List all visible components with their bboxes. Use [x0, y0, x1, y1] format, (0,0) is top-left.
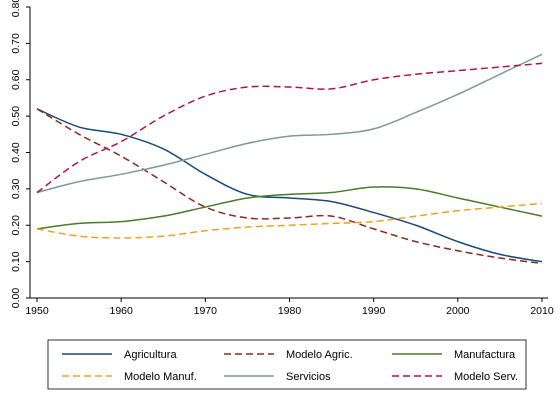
series-line-manufactura: [36, 186, 543, 230]
legend-label: Modelo Serv.: [454, 371, 518, 383]
y-tick-label: 0.40: [10, 142, 22, 163]
x-tick-label: 1980: [278, 305, 302, 317]
legend-label: Agricultura: [124, 349, 177, 361]
series-line-modelo-agric: [36, 108, 543, 265]
x-tick-label: 2010: [530, 305, 554, 317]
y-tick-label: 0.30: [10, 179, 22, 200]
legend-label: Servicios: [286, 371, 331, 383]
x-tick-label: 1960: [109, 305, 133, 317]
series-line-modelo-manuf: [36, 202, 543, 239]
legend-label: Modelo Manuf.: [124, 371, 197, 383]
x-tick-label: 1950: [25, 305, 49, 317]
x-tick-label: 1990: [362, 305, 386, 317]
y-tick-label: 0.00: [10, 288, 22, 309]
legend-label: Modelo Agric.: [286, 349, 353, 361]
x-tick-label: 1970: [194, 305, 218, 317]
y-tick-label: 0.20: [10, 215, 22, 236]
y-tick-label: 0.60: [10, 69, 22, 90]
legend-label: Manufactura: [454, 349, 516, 361]
y-tick-label: 0.70: [10, 33, 22, 54]
series-line-modelo-serv: [36, 62, 543, 194]
legend-box: [47, 339, 527, 390]
y-tick-label: 0.50: [10, 106, 22, 127]
y-tick-label: 0.80: [10, 0, 22, 17]
series-line-servicios: [36, 53, 543, 194]
y-tick-label: 0.10: [10, 251, 22, 272]
x-tick-label: 2000: [446, 305, 470, 317]
series-line-agricultura: [36, 108, 543, 263]
